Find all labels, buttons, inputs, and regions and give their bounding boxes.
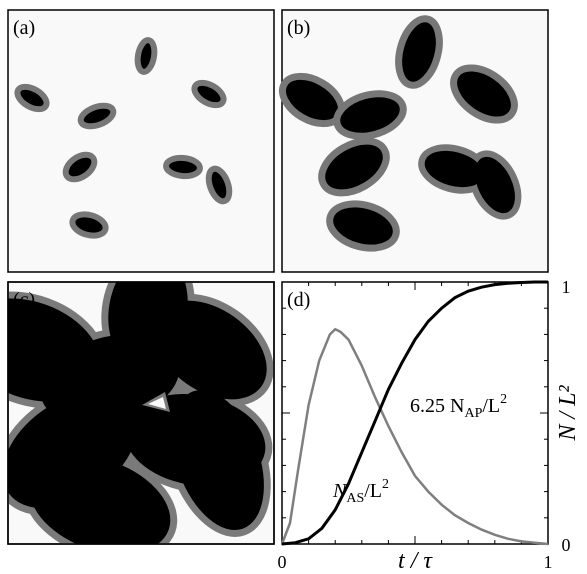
- x-tick-label-1: 1: [544, 552, 553, 572]
- panel-a-label: (a): [13, 17, 35, 39]
- panel-b-particles: [279, 15, 522, 252]
- panel-c-particles: [8, 282, 274, 544]
- series-n-ap-label: 6.25 NAP/L2: [410, 392, 507, 421]
- panel-b: (b): [279, 9, 549, 273]
- y-tick-label-0: 0: [562, 535, 571, 555]
- panel-a: (a): [7, 9, 275, 273]
- panel-d-label: (d): [287, 289, 310, 311]
- y-axis-label: N / L²: [555, 385, 581, 442]
- panel-d-chart: (d) 0 1 0 1 t / τ N / L² 6.25 NAP/L2 NAS…: [278, 277, 582, 574]
- panel-c-label: (c): [13, 289, 35, 311]
- x-axis-label: t / τ: [398, 548, 433, 574]
- series-n-as-line: [281, 280, 548, 546]
- x-tick-label-0: 0: [278, 552, 287, 572]
- series-n-as-label: NAS/L2: [332, 477, 389, 506]
- panel-b-label: (b): [287, 17, 310, 39]
- panel-a-particles: [14, 37, 233, 239]
- y-tick-label-1: 1: [562, 277, 571, 297]
- series-n-ap-line: [280, 327, 549, 546]
- panel-c: (c): [7, 281, 275, 545]
